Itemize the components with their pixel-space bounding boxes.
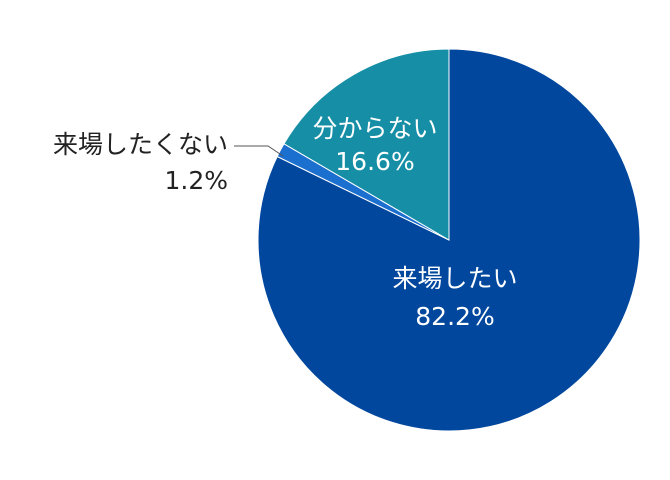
slice-label: 分からない <box>312 114 437 143</box>
value-label: 1.2% <box>164 166 228 195</box>
value-label: 82.2% <box>415 302 494 331</box>
leader-line <box>234 145 284 157</box>
pie-slice <box>283 48 450 241</box>
slice-label: 来場したくない <box>53 130 228 159</box>
value-label: 16.6% <box>335 147 414 176</box>
slice-label: 来場したい <box>392 264 517 293</box>
